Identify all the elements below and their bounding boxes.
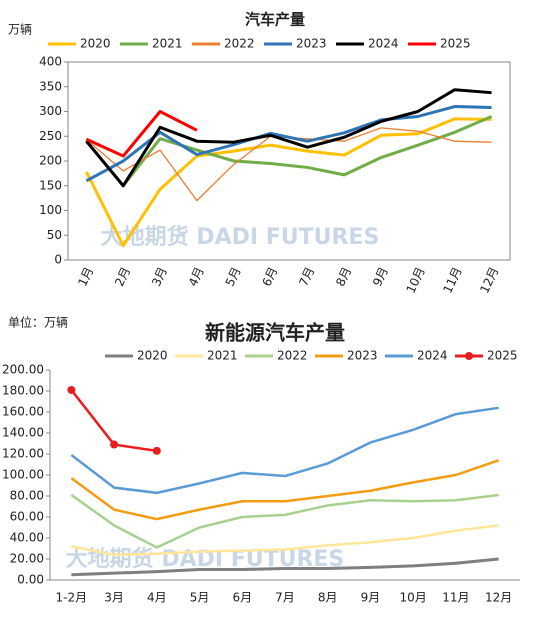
watermark: 大地期货 DADI FUTURES xyxy=(101,224,380,250)
legend-label: 2024 xyxy=(417,349,448,363)
legend-label: 2024 xyxy=(368,37,399,51)
series-line xyxy=(85,88,492,188)
series-line xyxy=(70,406,499,495)
x-tick-label: 1-2月 xyxy=(56,591,88,605)
x-tick-label: 5月 xyxy=(223,265,244,289)
legend-label: 2021 xyxy=(207,349,238,363)
y-tick-label: 20.00 xyxy=(10,552,44,566)
x-tick-label: 6月 xyxy=(232,591,252,605)
y-tick-label: 350 xyxy=(39,79,62,93)
x-tick-label: 11月 xyxy=(440,265,464,296)
x-tick-label: 8月 xyxy=(318,591,338,605)
series-line xyxy=(85,115,493,188)
y-tick-label: 300 xyxy=(39,104,62,118)
y-tick-label: 180.00 xyxy=(2,384,44,398)
series-line xyxy=(71,557,499,577)
y-tick-label: 140.00 xyxy=(2,426,44,440)
legend-label: 2023 xyxy=(347,349,378,363)
y-tick-label: 40.00 xyxy=(10,531,44,545)
legend-label: 2020 xyxy=(137,349,168,363)
x-tick-label: 7月 xyxy=(275,591,295,605)
legend-label: 2020 xyxy=(80,37,111,51)
x-tick-label: 9月 xyxy=(370,265,391,289)
x-tick-label: 10月 xyxy=(404,265,428,296)
x-tick-label: 12月 xyxy=(477,265,501,296)
series-line xyxy=(71,524,499,557)
y-tick-label: 0.00 xyxy=(17,573,44,587)
series-line xyxy=(70,493,499,549)
point xyxy=(110,440,119,449)
x-tick-label: 2月 xyxy=(112,265,133,289)
x-tick-label: 1月 xyxy=(75,265,96,289)
y-unit: 单位：万辆 xyxy=(8,315,68,330)
x-tick-label: 8月 xyxy=(333,265,354,289)
x-tick-label: 5月 xyxy=(190,591,210,605)
series-line xyxy=(70,459,500,521)
x-tick-label: 4月 xyxy=(147,591,167,605)
y-unit: 万辆 xyxy=(8,23,32,37)
point xyxy=(152,446,161,455)
x-tick-label: 4月 xyxy=(186,265,207,289)
x-tick-label: 6月 xyxy=(259,265,280,289)
y-tick-label: 200 xyxy=(39,154,62,168)
y-tick-label: 200.00 xyxy=(2,363,44,377)
legend-label: 2023 xyxy=(296,37,327,51)
y-tick-label: 60.00 xyxy=(10,510,44,524)
series-line xyxy=(85,105,492,183)
y-tick-label: 80.00 xyxy=(10,489,44,503)
chart-title: 新能源汽车产量 xyxy=(205,321,345,345)
x-tick-label: 9月 xyxy=(361,591,381,605)
series-line xyxy=(85,110,198,158)
legend-marker xyxy=(465,352,473,360)
y-tick-label: 150 xyxy=(39,178,62,192)
x-tick-label: 3月 xyxy=(104,591,124,605)
x-tick-label: 3月 xyxy=(149,265,170,289)
series-line xyxy=(85,117,492,248)
legend-label: 2025 xyxy=(487,349,518,363)
y-tick-label: 50 xyxy=(47,228,62,242)
y-tick-label: 0 xyxy=(54,253,62,267)
legend-label: 2022 xyxy=(224,37,255,51)
legend-label: 2025 xyxy=(440,37,471,51)
point xyxy=(67,385,76,394)
x-tick-label: 7月 xyxy=(296,265,317,289)
y-tick-label: 160.00 xyxy=(2,405,44,419)
x-tick-label: 10月 xyxy=(400,591,427,605)
y-tick-label: 400 xyxy=(39,55,62,69)
y-tick-label: 100.00 xyxy=(2,468,44,482)
chart-title: 汽车产量 xyxy=(245,11,305,29)
x-tick-label: 12月 xyxy=(485,591,512,605)
legend-label: 2022 xyxy=(277,349,308,363)
y-tick-label: 100 xyxy=(39,203,62,217)
y-tick-label: 120.00 xyxy=(2,447,44,461)
y-tick-label: 250 xyxy=(39,129,62,143)
x-tick-label: 11月 xyxy=(442,591,469,605)
legend-label: 2021 xyxy=(152,37,183,51)
